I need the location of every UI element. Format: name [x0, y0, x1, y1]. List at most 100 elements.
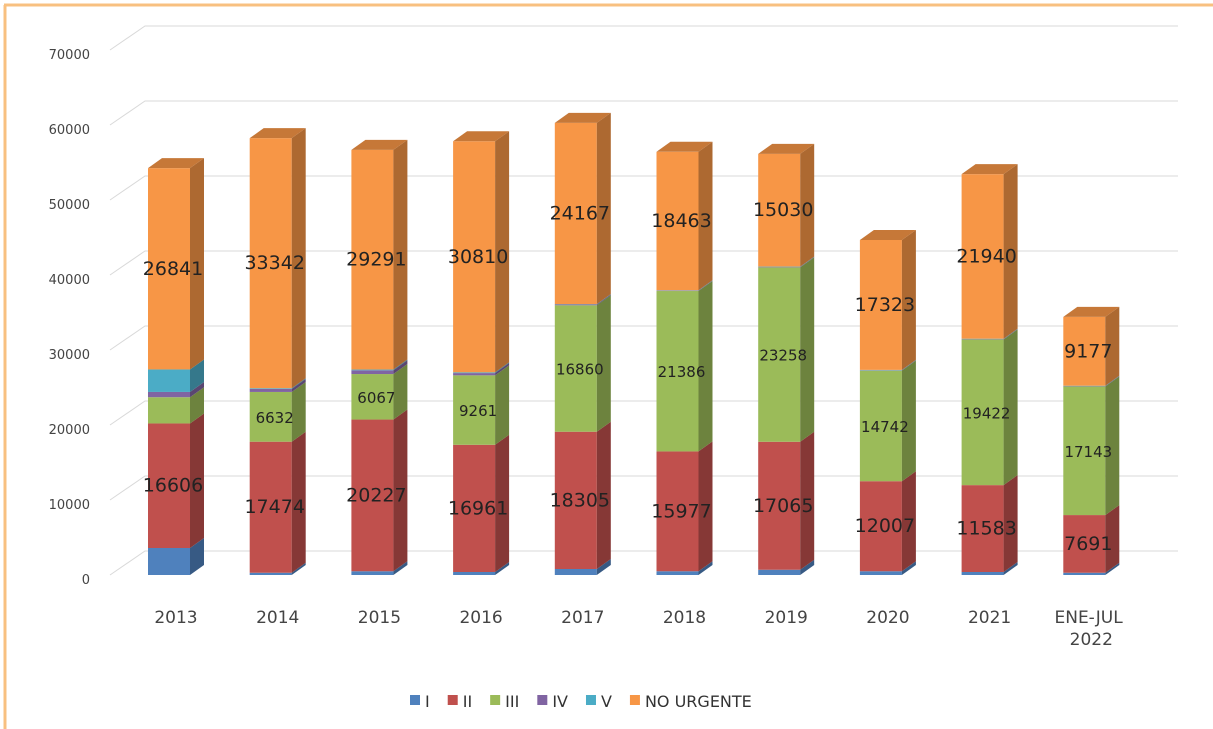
bar-segment [961, 339, 1004, 486]
legend-label: II [463, 692, 472, 711]
data-label: 16961 [448, 497, 508, 519]
bar-side [1003, 475, 1018, 572]
x-tick-label: 2019 [765, 608, 808, 628]
bar-segment [859, 571, 902, 575]
bar-side [190, 381, 204, 398]
bar-side [495, 434, 510, 572]
bar-segment [249, 388, 292, 392]
data-label: 24167 [550, 203, 610, 225]
data-label: 18305 [550, 489, 610, 511]
bar-side [291, 378, 306, 389]
grid-line [109, 400, 1178, 426]
bar-side [901, 229, 916, 370]
bar-segment [351, 571, 394, 575]
bar-side [901, 359, 916, 371]
bar-side [291, 431, 306, 573]
bar-side [698, 441, 713, 572]
bar-side [800, 256, 815, 268]
legend-label: V [601, 692, 612, 711]
x-tick-label: ENE-JUL 2022 [1054, 608, 1128, 650]
bar-side [1105, 376, 1120, 516]
bar-top [656, 141, 713, 152]
bar-segment [148, 369, 190, 392]
bar-segment [351, 149, 394, 370]
x-tick-label: 2013 [154, 608, 197, 628]
bar-side [1003, 329, 1018, 486]
bar-segment [656, 451, 699, 572]
y-tick-label: 40000 [49, 273, 90, 288]
bar-segment [758, 153, 801, 267]
data-label: 16860 [556, 360, 604, 378]
bar-segment [148, 548, 190, 575]
data-label: 12007 [855, 515, 915, 537]
bar-segment [351, 370, 394, 375]
legend-label: IV [552, 692, 568, 711]
bar-segment [249, 138, 292, 389]
x-tick-label: 2020 [866, 608, 909, 628]
bar-top [554, 112, 611, 123]
bar-segment [148, 397, 190, 424]
y-tick-label: 50000 [49, 198, 90, 213]
bar-side [698, 281, 713, 452]
bar-side [1105, 375, 1120, 387]
bar-top [859, 229, 916, 240]
bar-side [596, 112, 611, 305]
bar-side [495, 131, 510, 373]
bar-side [393, 561, 408, 575]
bar-side [800, 559, 815, 575]
bar-segment [249, 572, 292, 575]
bar-segment [249, 388, 292, 389]
legend-swatch [447, 695, 458, 705]
legend-swatch [585, 695, 596, 705]
y-tick-label: 10000 [49, 498, 90, 513]
data-label: 30810 [448, 246, 508, 268]
legend-label: I [425, 692, 430, 711]
data-label: 18463 [651, 210, 711, 232]
data-label: 21386 [658, 363, 706, 381]
grid-line [109, 250, 1178, 276]
data-label: 9177 [1064, 340, 1112, 362]
data-label: 19422 [963, 404, 1011, 422]
bar-side [393, 364, 408, 420]
bar-side [495, 562, 510, 575]
bar-side [291, 381, 306, 442]
grid-line [109, 175, 1178, 201]
bar-side [1105, 306, 1120, 386]
bar-segment [148, 423, 190, 548]
bar-side [393, 360, 408, 375]
data-label: 14742 [861, 418, 909, 436]
bar-segment [554, 305, 597, 432]
x-tick-label: 2017 [561, 608, 604, 628]
bar-side [901, 471, 916, 572]
bar-side [190, 538, 204, 575]
bar-segment [859, 481, 902, 572]
bar-segment [758, 441, 801, 570]
bar-side [698, 280, 713, 292]
bar-segment [554, 122, 597, 305]
bar-segment [249, 391, 292, 442]
bar-side [800, 431, 815, 570]
data-label: 7691 [1064, 533, 1112, 555]
bar-side [596, 559, 611, 575]
bar-segment [859, 239, 902, 370]
bar-segment [554, 304, 597, 306]
bar-side [800, 143, 815, 267]
bar-side [1003, 164, 1018, 339]
bar-side [800, 257, 815, 442]
bar-side [495, 363, 510, 376]
x-tick-label: 2014 [256, 608, 299, 628]
y-tick-label: 70000 [49, 48, 90, 63]
bar-top [351, 139, 408, 150]
bar-top [758, 143, 815, 154]
legend-label: III [505, 692, 519, 711]
bar-side [190, 158, 204, 370]
data-label: 33342 [244, 252, 304, 274]
bar-side [393, 359, 408, 371]
bar-segment [554, 569, 597, 575]
bar-segment [961, 572, 1004, 575]
x-tick-label: 2018 [663, 608, 706, 628]
bar-side [901, 360, 916, 482]
bar-segment [961, 485, 1004, 572]
bar-segment [961, 174, 1004, 339]
bar-top [249, 128, 306, 139]
